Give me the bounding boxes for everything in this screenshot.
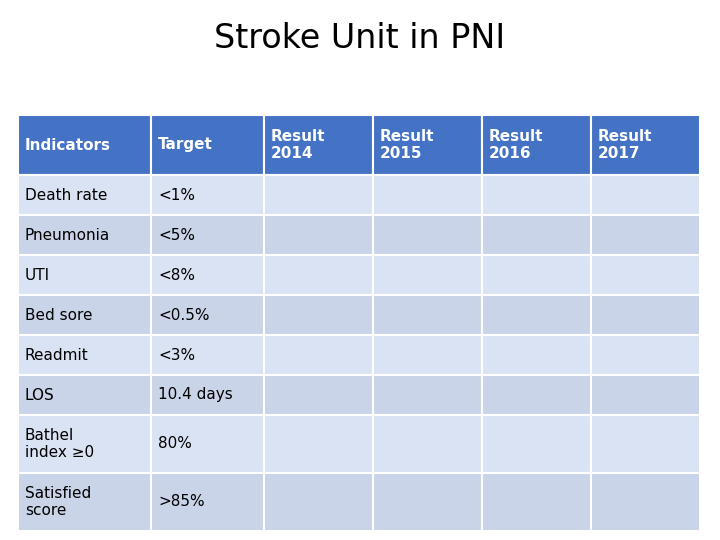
Bar: [373, 115, 482, 175]
Bar: [591, 335, 700, 375]
Bar: [264, 215, 373, 255]
Bar: [373, 335, 482, 375]
Text: Death rate: Death rate: [25, 187, 107, 202]
Text: Target: Target: [158, 138, 213, 152]
Text: Result
2014: Result 2014: [271, 129, 325, 161]
Text: Pneumonia: Pneumonia: [25, 227, 110, 242]
Bar: [373, 473, 482, 531]
Text: 10.4 days: 10.4 days: [158, 388, 233, 402]
Bar: [373, 175, 482, 215]
Bar: [264, 255, 373, 295]
Bar: [591, 215, 700, 255]
Bar: [151, 255, 264, 295]
Text: Satisfied
score: Satisfied score: [25, 486, 91, 518]
Bar: [373, 255, 482, 295]
Text: Result
2015: Result 2015: [379, 129, 434, 161]
Bar: [151, 215, 264, 255]
Bar: [482, 295, 591, 335]
Bar: [151, 175, 264, 215]
Bar: [151, 375, 264, 415]
Text: <0.5%: <0.5%: [158, 307, 210, 322]
Text: LOS: LOS: [25, 388, 55, 402]
Bar: [18, 335, 151, 375]
Bar: [591, 473, 700, 531]
Text: <8%: <8%: [158, 267, 195, 282]
Bar: [151, 473, 264, 531]
Bar: [482, 375, 591, 415]
Bar: [482, 415, 591, 473]
Bar: [373, 215, 482, 255]
Bar: [591, 115, 700, 175]
Bar: [264, 115, 373, 175]
Text: Result
2016: Result 2016: [489, 129, 544, 161]
Bar: [264, 473, 373, 531]
Bar: [18, 375, 151, 415]
Bar: [18, 115, 151, 175]
Text: >85%: >85%: [158, 495, 204, 510]
Text: Bed sore: Bed sore: [25, 307, 92, 322]
Bar: [373, 415, 482, 473]
Text: Stroke Unit in PNI: Stroke Unit in PNI: [215, 22, 505, 55]
Bar: [18, 415, 151, 473]
Bar: [151, 295, 264, 335]
Bar: [264, 175, 373, 215]
Text: <5%: <5%: [158, 227, 195, 242]
Text: Readmit: Readmit: [25, 348, 89, 362]
Bar: [18, 473, 151, 531]
Bar: [591, 295, 700, 335]
Bar: [482, 255, 591, 295]
Bar: [18, 175, 151, 215]
Bar: [264, 295, 373, 335]
Text: UTI: UTI: [25, 267, 50, 282]
Bar: [18, 215, 151, 255]
Bar: [482, 215, 591, 255]
Text: <1%: <1%: [158, 187, 195, 202]
Text: 80%: 80%: [158, 436, 192, 451]
Bar: [373, 375, 482, 415]
Bar: [264, 335, 373, 375]
Bar: [482, 335, 591, 375]
Bar: [591, 255, 700, 295]
Text: Bathel
index ≥0: Bathel index ≥0: [25, 428, 94, 460]
Text: <3%: <3%: [158, 348, 195, 362]
Bar: [591, 175, 700, 215]
Bar: [591, 375, 700, 415]
Bar: [373, 295, 482, 335]
Text: Indicators: Indicators: [25, 138, 111, 152]
Bar: [482, 175, 591, 215]
Bar: [482, 473, 591, 531]
Bar: [151, 415, 264, 473]
Text: Result
2017: Result 2017: [598, 129, 652, 161]
Bar: [151, 115, 264, 175]
Bar: [18, 255, 151, 295]
Bar: [482, 115, 591, 175]
Bar: [264, 375, 373, 415]
Bar: [591, 415, 700, 473]
Bar: [18, 295, 151, 335]
Bar: [264, 415, 373, 473]
Bar: [151, 335, 264, 375]
